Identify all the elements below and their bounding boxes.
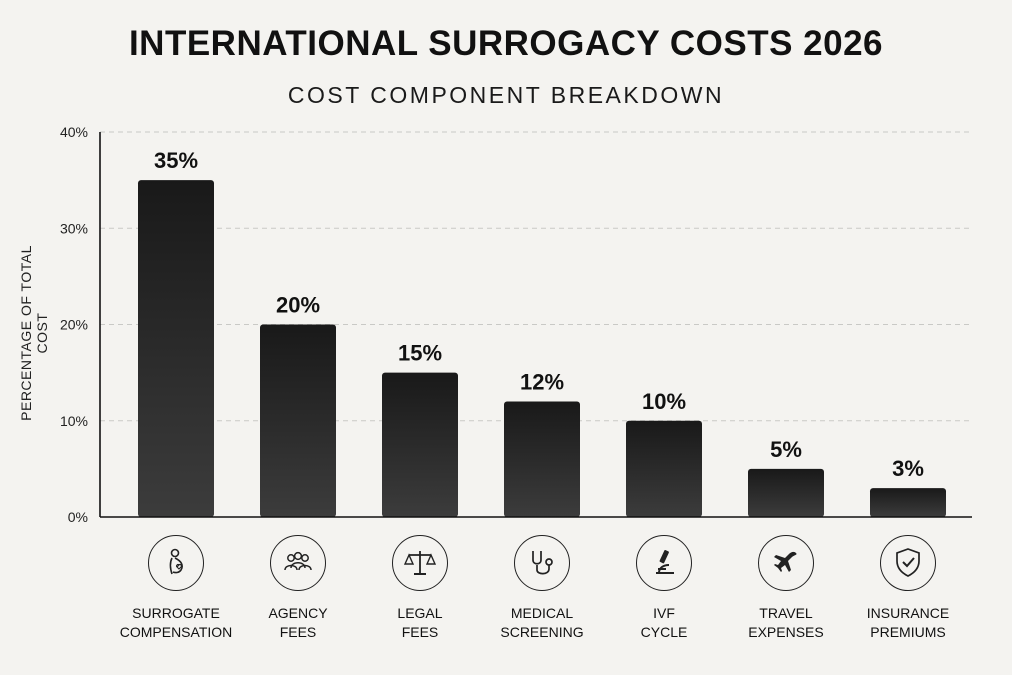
y-tick-label: 20%	[60, 317, 88, 333]
x-tick-label-line: SURROGATE	[132, 605, 220, 621]
data-label: 20%	[276, 293, 320, 318]
shield-check-icon	[880, 535, 936, 591]
x-tick-label-line: COMPENSATION	[119, 624, 233, 640]
bar	[626, 420, 702, 517]
x-tick-label-line: CYCLE	[640, 624, 688, 640]
data-label: 35%	[154, 148, 198, 173]
x-tick-label-line: FEES	[279, 624, 317, 640]
bar	[504, 401, 580, 517]
x-tick-label-line: PREMIUMS	[870, 624, 946, 640]
scales-icon	[392, 535, 448, 591]
bar	[748, 468, 824, 517]
x-tick-label-line: FEES	[401, 624, 439, 640]
data-label: 5%	[770, 437, 802, 462]
x-tick-label: MEDICAL SCREENING	[477, 604, 607, 642]
y-tick-label: 10%	[60, 413, 88, 429]
chart-title: INTERNATIONAL SURROGACY COSTS 2026	[128, 24, 884, 63]
x-tick-label-line: MEDICAL	[510, 605, 574, 621]
bar	[870, 488, 946, 517]
group-icon	[270, 535, 326, 591]
x-tick-label-line: IVF	[653, 605, 675, 621]
x-tick-label-line: INSURANCE	[866, 605, 950, 621]
x-tick-label: IVF CYCLE	[599, 604, 729, 642]
x-tick-label-line: LEGAL	[397, 605, 443, 621]
data-label: 12%	[520, 370, 564, 395]
x-tick-label: INSURANCE PREMIUMS	[843, 604, 973, 642]
x-tick-label-line: SCREENING	[500, 624, 584, 640]
x-tick-label-line: TRAVEL	[759, 605, 813, 621]
x-tick-label: AGENCY FEES	[233, 604, 363, 642]
airplane-icon	[758, 535, 814, 591]
y-tick-label: 40%	[60, 124, 88, 140]
bar	[260, 324, 336, 517]
bar	[382, 372, 458, 517]
pregnant-person-icon	[148, 535, 204, 591]
data-label: 3%	[892, 456, 924, 481]
x-tick-label: LEGAL FEES	[355, 604, 485, 642]
microscope-icon	[636, 535, 692, 591]
chart-subtitle: COST COMPONENT BREAKDOWN	[287, 82, 725, 108]
y-tick-label: 30%	[60, 220, 88, 236]
x-tick-label-line: AGENCY	[268, 605, 328, 621]
x-tick-label-line: EXPENSES	[748, 624, 824, 640]
bar	[138, 180, 214, 517]
y-tick-label: 0%	[68, 509, 88, 525]
x-tick-label: TRAVEL EXPENSES	[721, 604, 851, 642]
data-label: 15%	[398, 341, 442, 366]
x-tick-label: SURROGATE COMPENSATION	[111, 604, 241, 642]
stethoscope-icon	[514, 535, 570, 591]
data-label: 10%	[642, 389, 686, 414]
